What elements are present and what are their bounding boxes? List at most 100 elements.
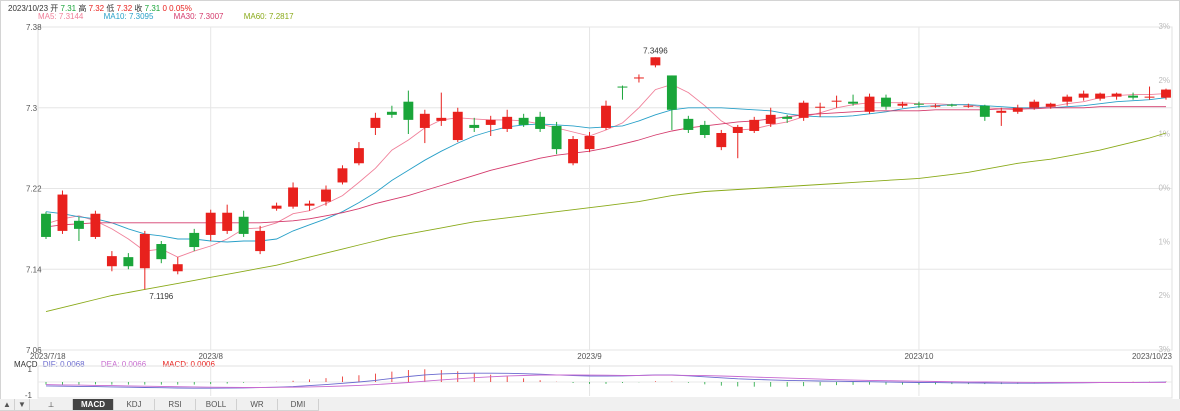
scroll-down-button[interactable]: ▼ xyxy=(15,399,30,410)
candle-body xyxy=(338,168,348,182)
candle-body xyxy=(815,107,825,108)
x-tick-label: 2023/8 xyxy=(198,352,223,361)
candle-body xyxy=(1046,104,1056,107)
candle-body xyxy=(1062,97,1072,102)
candle-body xyxy=(288,187,298,206)
candle-body xyxy=(123,257,133,266)
pct-tick-label: 1% xyxy=(1158,237,1170,246)
price-annotation: 7.1196 xyxy=(149,292,173,301)
candle-body xyxy=(420,114,430,128)
candle-body xyxy=(58,195,68,231)
x-tick-label: 2023/10/23 xyxy=(1132,352,1173,361)
candle-body xyxy=(947,105,957,106)
candle-body xyxy=(486,120,496,125)
candle-body xyxy=(387,112,397,115)
pct-tick-label: 1% xyxy=(1158,130,1170,139)
candle-body xyxy=(667,75,677,109)
candle-body xyxy=(552,126,562,149)
candle-body xyxy=(733,127,743,133)
indicator-tabs: ▲ ▼ ⟂ MACD KDJ RSI BOLL WR DMI xyxy=(0,399,1180,411)
candle-body xyxy=(469,125,479,128)
candle-body xyxy=(914,104,924,105)
macd-tick-label: 1 xyxy=(28,365,33,374)
y-tick-label: 7.14 xyxy=(26,265,42,274)
candle-body xyxy=(1128,96,1138,98)
candle-body xyxy=(107,256,117,266)
tab-wr[interactable]: WR xyxy=(237,399,278,410)
candle-body xyxy=(502,117,512,129)
candle-body xyxy=(222,213,232,231)
candle-body xyxy=(1145,97,1155,98)
candle-body xyxy=(832,101,842,102)
candle-body xyxy=(766,115,776,124)
candle-body xyxy=(848,102,858,104)
dea-line xyxy=(46,375,1166,388)
candle-body xyxy=(1161,90,1171,98)
candle-body xyxy=(206,213,216,235)
x-tick-label: 2023/9 xyxy=(577,352,602,361)
candle-body xyxy=(321,190,331,202)
pct-tick-label: 3% xyxy=(1158,22,1170,31)
candlestick-chart[interactable]: 7.38 7.3 7.22 7.14 7.06 3% 2% 1% 0% 1% 2% 3% 2023/7/… xyxy=(0,0,1180,400)
pct-tick-label: 2% xyxy=(1158,76,1170,85)
tab-kdj[interactable]: KDJ xyxy=(114,399,155,410)
candle-body xyxy=(996,111,1006,113)
candle-body xyxy=(881,98,891,107)
candle-body xyxy=(74,221,84,229)
tab-rsi[interactable]: RSI xyxy=(155,399,196,410)
candle-body xyxy=(865,97,875,112)
tab-dmi[interactable]: DMI xyxy=(278,399,319,410)
x-tick-label: 2023/10 xyxy=(904,352,933,361)
candle-body xyxy=(305,204,315,206)
candle-body xyxy=(370,118,380,128)
candle-body xyxy=(156,244,166,259)
candle-body xyxy=(1013,108,1023,112)
candle-body xyxy=(799,103,809,118)
x-tick-label: 2023/7/18 xyxy=(30,352,66,361)
candle-body xyxy=(930,106,940,107)
candle-body xyxy=(436,118,446,121)
candle-body xyxy=(255,231,265,251)
price-annotation: 7.3496 xyxy=(643,47,668,56)
candle-body xyxy=(453,112,463,140)
y-tick-label: 7.38 xyxy=(26,23,42,32)
pct-tick-label: 0% xyxy=(1158,184,1170,193)
candle-body xyxy=(1112,94,1122,97)
candle-body xyxy=(650,57,660,65)
candle-body xyxy=(1079,94,1089,98)
candle-body xyxy=(140,234,150,268)
candle-body xyxy=(41,214,51,237)
candle-body xyxy=(403,102,413,120)
tab-toggle[interactable]: ⟂ xyxy=(30,399,73,410)
candle-body xyxy=(634,77,644,78)
candle-body xyxy=(90,214,100,237)
y-tick-label: 7.3 xyxy=(26,104,38,113)
tab-bar-filler xyxy=(319,399,1180,411)
candle-body xyxy=(700,125,710,135)
candle-body xyxy=(963,106,973,107)
candle-body xyxy=(1095,94,1105,99)
candle-body xyxy=(601,106,611,128)
scroll-up-button[interactable]: ▲ xyxy=(0,399,15,410)
candle-body xyxy=(585,136,595,149)
candle-body xyxy=(519,118,529,125)
candle-body xyxy=(980,106,990,117)
candle-body xyxy=(272,206,282,209)
tab-macd[interactable]: MACD xyxy=(73,399,114,410)
candle-body xyxy=(239,217,249,234)
candle-body xyxy=(782,117,792,119)
candle-body xyxy=(189,233,199,247)
candle-body xyxy=(749,120,759,131)
candle-body xyxy=(568,139,578,163)
candle-body xyxy=(173,264,183,271)
candle-body xyxy=(618,87,628,88)
y-tick-label: 7.22 xyxy=(26,185,42,194)
pct-tick-label: 2% xyxy=(1158,291,1170,300)
candle-body xyxy=(1029,102,1039,108)
candle-body xyxy=(716,133,726,147)
candle-body xyxy=(683,119,693,130)
candle-body xyxy=(354,148,364,163)
candle-body xyxy=(535,117,545,129)
candle-body xyxy=(898,104,908,106)
tab-boll[interactable]: BOLL xyxy=(196,399,237,410)
